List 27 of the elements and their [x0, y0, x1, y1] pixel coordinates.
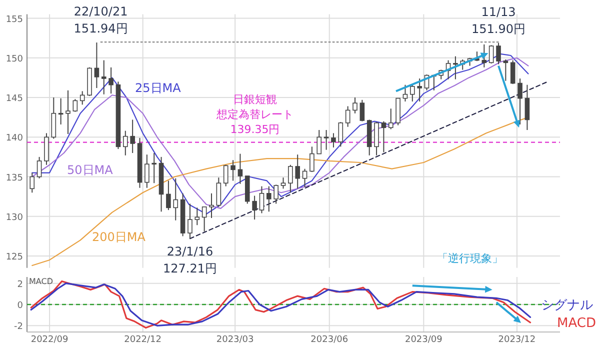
annotation: 11/13 151.90円: [472, 4, 526, 36]
series-name: 50日MA: [67, 163, 113, 177]
xtick: 2022/09: [30, 335, 68, 344]
xtick: 2022/12: [124, 335, 162, 344]
ytick: 150: [6, 54, 23, 64]
annotation: 23/1/16 127.21円: [162, 244, 217, 276]
ytick: 0: [17, 301, 23, 311]
annotation: 「逆行現象」: [437, 252, 503, 265]
xtick: 2023/12: [498, 335, 536, 344]
series-name: シグナル: [541, 298, 593, 313]
series-name: MACD: [557, 316, 596, 331]
xtick: 2023/06: [310, 335, 348, 344]
ytick: 145: [6, 94, 23, 104]
ytick: 140: [6, 134, 23, 144]
ytick: 125: [6, 252, 23, 263]
ytick: 2: [17, 280, 23, 290]
ytick: 130: [6, 212, 23, 223]
title: MACD: [29, 277, 53, 286]
series-name: 25日MA: [135, 81, 181, 95]
ref-label: 日銀短観想定為替レート 139.35円: [216, 93, 294, 136]
ytick: 155: [6, 14, 23, 25]
xtick: 2023/09: [404, 335, 442, 344]
ytick: -2: [14, 322, 23, 332]
xtick: 2023/03: [216, 335, 254, 344]
annotation: 22/10/21 151.94円: [74, 4, 128, 36]
ytick: 135: [6, 173, 23, 184]
series-name: 200日MA: [92, 230, 146, 244]
